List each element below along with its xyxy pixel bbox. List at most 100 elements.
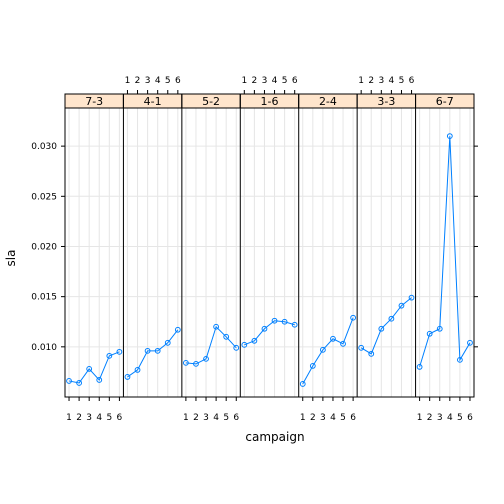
data-point-3-3-3 [378,325,385,332]
data-point-1-6-5 [281,318,288,325]
data-point-7-3-5 [106,352,113,359]
x-tick-label: 2 [252,76,258,86]
strip-label-7-3: 7-3 [85,95,103,108]
x-tick-label: 3 [86,413,92,423]
data-point-6-7-4 [446,133,453,139]
data-point-1-6-2 [251,337,258,344]
x-tick-label: 5 [223,413,229,423]
data-point-4-1-5 [164,339,171,346]
data-point-2-4-2 [309,362,316,369]
y-tick-label: 0.020 [31,242,57,252]
x-tick-label: 6 [409,76,415,86]
data-point-4-1-6 [174,326,181,333]
panel-1-6: 1-6 [239,93,300,348]
series-line-1-6 [244,320,295,346]
x-tick-label: 3 [262,76,268,86]
data-point-5-2-2 [193,360,199,367]
data-point-4-1-1 [124,374,131,380]
x-tick-label: 5 [340,413,346,423]
data-point-5-2-6 [233,344,240,351]
data-point-2-4-1 [299,381,306,387]
x-tick-label: 5 [106,413,112,423]
data-point-1-6-3 [261,325,268,332]
panel-5-2: 5-2 [181,93,241,367]
data-point-6-7-3 [436,325,443,332]
x-tick-label: 1 [125,76,131,86]
x-tick-label: 6 [117,413,123,423]
x-tick-label: 4 [96,413,102,423]
plot-frame [64,93,475,398]
x-tick-label: 5 [165,76,171,86]
data-point-1-6-1 [241,341,248,348]
x-tick-label: 2 [193,413,199,423]
data-point-2-4-3 [319,346,326,353]
x-tick-label: 2 [427,413,433,423]
x-tick-label: 1 [358,76,364,86]
y-tick-label: 0.010 [31,343,57,353]
series-line-7-3 [68,351,120,384]
x-tick-label: 2 [76,413,82,423]
x-tick-label: 3 [145,76,151,86]
series-line-6-7 [419,136,471,368]
x-tick-label: 1 [241,76,247,86]
data-point-7-3-4 [96,377,103,383]
x-tick-label: 3 [203,413,209,423]
x-tick-label: 6 [233,413,239,423]
panel-2-4: 2-4 [298,93,358,387]
x-tick-label: 1 [300,413,306,423]
data-point-7-3-1 [66,378,72,384]
data-point-6-7-1 [416,363,423,370]
x-tick-label: 6 [467,413,473,423]
x-tick-label: 4 [272,76,278,86]
data-point-4-1-4 [154,347,161,354]
data-point-1-6-4 [271,317,278,324]
data-point-4-1-2 [134,367,141,373]
data-point-4-1-3 [144,347,151,354]
x-tick-label: 2 [368,76,374,86]
x-tick-label: 4 [447,413,453,423]
x-tick-label: 4 [155,76,161,86]
series-line-5-2 [185,325,237,365]
x-tick-label: 2 [135,76,141,86]
panel-layer: 7-3 4-1 5-2 1-6 2-4 3-3 6-7 [64,93,475,387]
x-tick-label: 5 [457,413,463,423]
x-tick-label: 4 [213,413,219,423]
y-tick-label: 0.015 [31,293,57,303]
panel-3-3: 3-3 [356,93,417,357]
data-point-2-4-5 [340,340,346,347]
data-point-3-3-4 [388,315,395,322]
data-point-3-3-5 [398,302,405,309]
data-point-7-3-3 [86,366,93,372]
strip-label-5-2: 5-2 [202,95,220,108]
x-tick-label: 1 [66,413,72,423]
data-point-6-7-6 [467,339,473,346]
strip-label-6-7: 6-7 [436,95,454,108]
x-tick-label: 5 [399,76,405,86]
strip-label-2-4: 2-4 [319,95,337,108]
data-point-3-3-2 [368,350,375,357]
y-tick-label: 0.030 [31,142,57,152]
x-tick-label: 3 [378,76,384,86]
x-tick-label: 3 [320,413,326,423]
x-tick-label: 4 [330,413,336,423]
panel-6-7: 6-7 [415,93,475,370]
grid-layer [65,108,474,397]
data-point-2-4-6 [350,314,357,321]
data-point-1-6-6 [291,321,298,328]
data-point-3-3-1 [358,344,365,351]
x-tick-label: 3 [437,413,443,423]
data-point-7-3-6 [116,348,123,355]
data-point-7-3-2 [76,380,83,386]
strip-label-3-3: 3-3 [377,95,395,108]
x-tick-label: 6 [292,76,298,86]
data-point-5-2-5 [223,333,230,340]
data-point-5-2-3 [203,355,209,362]
x-tick-label: 1 [417,413,423,423]
strip-label-1-6: 1-6 [261,95,279,108]
x-axis-title: campaign [245,430,304,444]
axis-layer: 1 2 3 4 5 61 2 3 4 5 61 2 3 4 5 61 2 3 4 5 61 2 3 4 5 61 2 3 4 5 61 2 3 4… [31,76,478,423]
panel-4-1: 4-1 [122,93,183,380]
data-point-6-7-5 [456,356,463,363]
x-tick-label: 1 [183,413,189,423]
